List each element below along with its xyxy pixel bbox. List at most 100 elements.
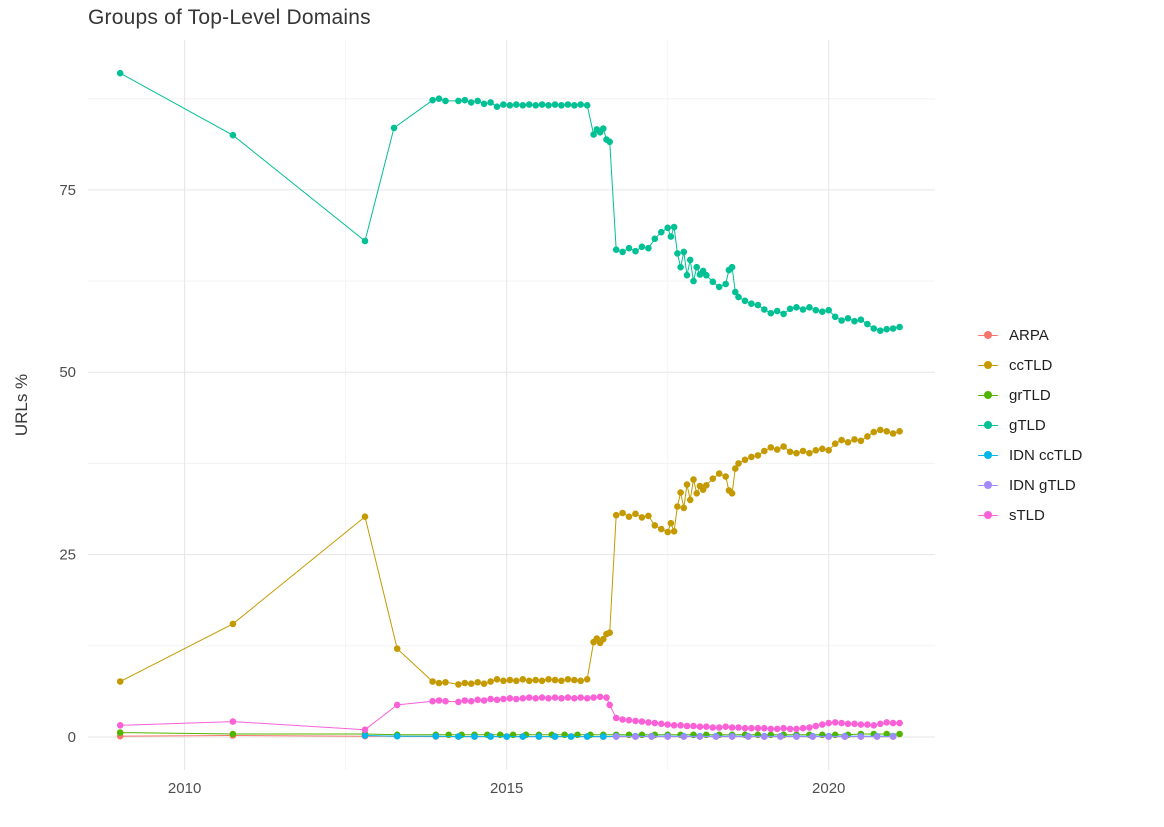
data-point-gtld: [703, 271, 710, 279]
data-point-cctld: [667, 519, 675, 527]
legend-item-label: gTLD: [1009, 416, 1046, 434]
data-point-gtld: [558, 102, 565, 109]
data-point-cctld: [525, 677, 533, 685]
data-point-stld: [748, 724, 755, 732]
data-point-grtld: [116, 729, 124, 736]
data-point-gtld: [664, 224, 671, 232]
data-point-gtld: [806, 304, 813, 311]
x-tick-label: 2020: [812, 780, 845, 797]
data-point-idn-cctld: [583, 733, 591, 740]
data-point-stld: [558, 695, 565, 702]
data-point-stld: [474, 696, 482, 704]
data-point-grtld: [638, 731, 646, 739]
data-point-grtld: [754, 731, 762, 739]
data-point-gtld: [851, 317, 858, 325]
data-point-gtld: [435, 95, 443, 102]
data-point-gtld: [442, 97, 449, 105]
data-point-stld: [513, 695, 520, 703]
data-point-stld: [773, 725, 781, 733]
data-point-idn-gtld: [728, 733, 736, 740]
data-point-idn-gtld: [648, 733, 655, 740]
data-point-idn-cctld: [551, 733, 559, 740]
data-point-cctld: [506, 676, 514, 684]
data-point-gtld: [715, 283, 723, 291]
legend-key-icon: [976, 385, 1000, 405]
data-point-stld: [564, 694, 572, 701]
data-point-gtld: [513, 101, 520, 108]
data-point-stld: [844, 720, 852, 728]
data-point-cctld: [361, 513, 369, 520]
data-point-stld: [487, 695, 494, 703]
data-point-stld: [519, 695, 527, 702]
data-point-cctld: [606, 629, 613, 636]
data-point-gtld: [532, 102, 539, 109]
data-point-cctld: [767, 444, 775, 451]
data-point-stld: [696, 723, 704, 730]
data-point-cctld: [513, 677, 520, 685]
data-point-grtld: [445, 731, 453, 739]
data-point-stld: [831, 719, 839, 726]
data-point-idn-gtld: [793, 733, 800, 740]
data-point-stld: [638, 718, 646, 725]
data-point-stld: [825, 719, 832, 727]
data-point-grtld: [509, 731, 517, 739]
data-point-cctld: [583, 676, 591, 683]
data-point-gtld: [606, 138, 613, 146]
data-point-stld: [896, 719, 903, 727]
data-point-gtld: [670, 223, 678, 231]
data-point-cctld: [741, 456, 749, 464]
data-point-gtld: [645, 244, 652, 252]
data-point-stld: [603, 694, 610, 701]
data-point-grtld: [767, 731, 775, 739]
data-point-cctld: [825, 447, 832, 454]
data-point-cctld: [799, 447, 807, 455]
data-point-idn-cctld: [393, 732, 401, 740]
data-point-grtld: [690, 731, 697, 739]
data-point-stld: [435, 697, 443, 704]
data-point-stld: [596, 693, 604, 701]
data-point-cctld: [715, 470, 723, 477]
data-point-cctld: [864, 433, 871, 440]
data-point-gtld: [229, 131, 237, 139]
data-point-cctld: [735, 460, 742, 467]
data-point-cctld: [664, 528, 671, 536]
data-point-gtld: [674, 250, 681, 257]
data-point-grtld: [229, 730, 237, 738]
data-point-idn-gtld: [889, 733, 897, 740]
data-point-stld: [361, 726, 369, 733]
data-point-cctld: [577, 677, 584, 685]
data-point-gtld: [883, 325, 890, 333]
data-point-idn-gtld: [777, 733, 784, 740]
data-point-idn-cctld: [503, 733, 511, 740]
legend-key-icon: [976, 325, 1000, 345]
data-point-idn-gtld: [712, 733, 720, 740]
data-point-idn-gtld: [873, 733, 881, 740]
data-point-gtld: [551, 101, 559, 108]
data-point-cctld: [831, 440, 839, 448]
data-point-stld: [506, 695, 514, 702]
data-point-cctld: [773, 446, 781, 453]
data-point-stld: [883, 719, 890, 726]
data-point-idn-gtld: [664, 733, 671, 740]
y-tick-label: 0: [68, 729, 76, 746]
data-point-stld: [728, 724, 736, 731]
data-point-stld: [806, 724, 813, 731]
data-point-stld: [754, 724, 762, 732]
series-stld: [116, 693, 903, 733]
data-point-stld: [429, 697, 436, 705]
legend-item-stld: sTLD: [976, 505, 1082, 525]
data-point-gtld: [619, 248, 626, 256]
data-point-idn-cctld: [487, 733, 494, 740]
data-point-cctld: [761, 447, 768, 455]
data-point-stld: [683, 722, 691, 730]
data-point-cctld: [793, 449, 800, 457]
data-point-gtld: [896, 323, 903, 331]
series-gtld: [116, 69, 903, 335]
data-point-gtld: [690, 277, 697, 285]
data-point-cctld: [870, 428, 878, 436]
data-point-grtld: [574, 731, 581, 739]
data-point-idn-gtld: [761, 733, 768, 740]
data-point-idn-cctld: [567, 733, 575, 740]
data-point-gtld: [819, 308, 826, 316]
